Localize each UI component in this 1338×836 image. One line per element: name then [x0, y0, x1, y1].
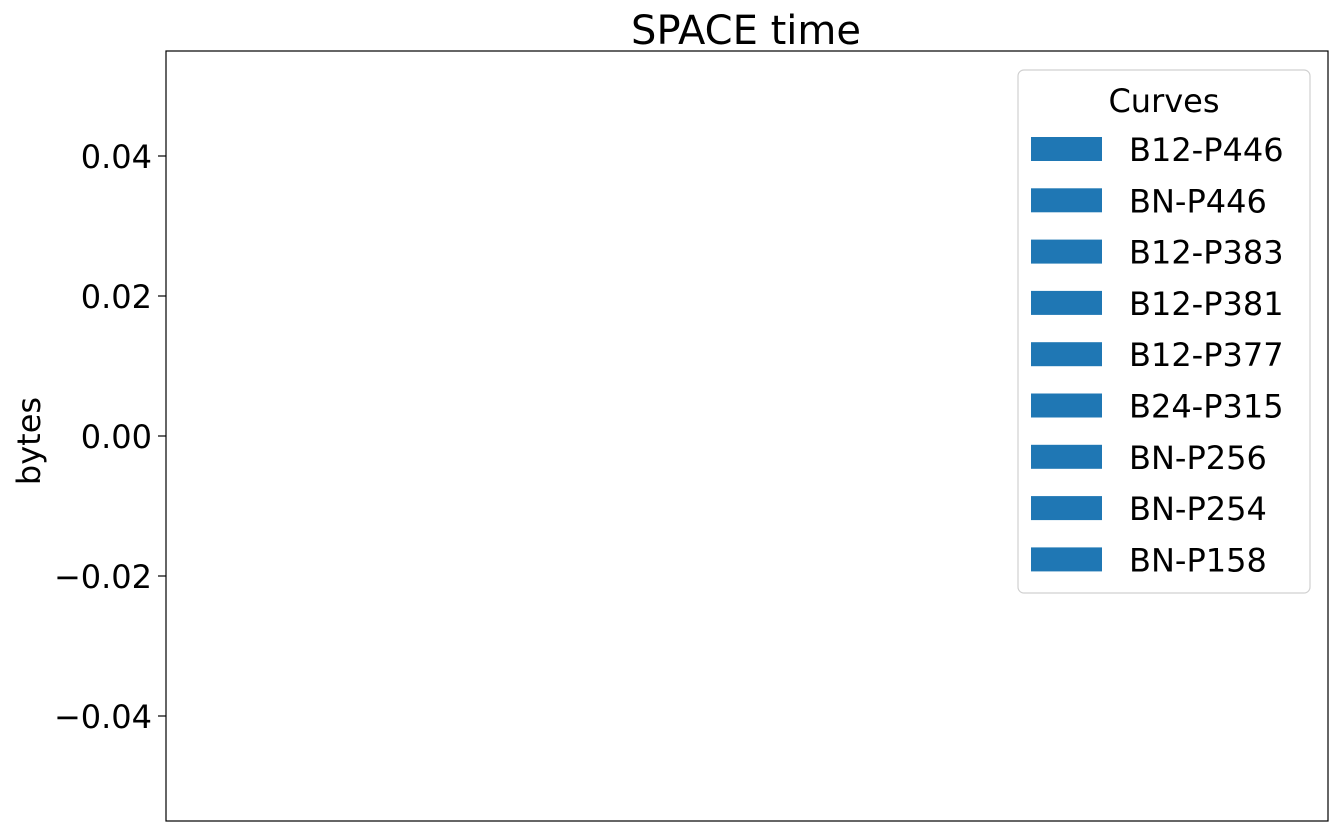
- legend-swatch: [1031, 547, 1102, 572]
- legend-label: B12-P383: [1129, 234, 1284, 272]
- plot-area: [165, 50, 1329, 822]
- y-tick-label: 0.04: [81, 138, 152, 176]
- legend-label: BN-P254: [1129, 490, 1267, 528]
- y-tick-label: 0.02: [81, 278, 152, 316]
- legend-swatch: [1031, 239, 1102, 264]
- legend-swatch: [1031, 444, 1102, 469]
- legend-label: B12-P377: [1129, 336, 1284, 374]
- chart-title: SPACE time: [631, 8, 861, 54]
- legend: Curves B12-P446BN-P446B12-P383B12-P381B1…: [1017, 69, 1311, 594]
- legend-swatch: [1031, 290, 1102, 315]
- legend-title: Curves: [1108, 82, 1219, 120]
- legend-label: B12-P446: [1129, 131, 1284, 169]
- legend-swatch: [1031, 496, 1102, 521]
- legend-swatch: [1031, 342, 1102, 367]
- legend-label: BN-P256: [1129, 439, 1267, 477]
- legend-label: B12-P381: [1129, 285, 1284, 323]
- legend-entries: B12-P446 BN-P446 B12-P383 B12-P381 B12-P377 B…: [1031, 131, 1284, 579]
- y-tick-label: 0.00: [81, 418, 152, 456]
- y-tick-label: −0.02: [54, 558, 152, 596]
- y-axis-ticks: 0.04 0.02 0.00 −0.02 −0.04: [54, 138, 166, 736]
- legend-swatch: [1031, 137, 1102, 161]
- legend-label: BN-P446: [1129, 182, 1267, 220]
- y-axis-label: bytes: [10, 397, 48, 485]
- legend-label: B24-P315: [1129, 388, 1284, 426]
- legend-swatch: [1031, 188, 1102, 213]
- legend-label: BN-P158: [1129, 541, 1267, 579]
- y-tick-label: −0.04: [54, 698, 152, 736]
- legend-swatch: [1031, 393, 1102, 418]
